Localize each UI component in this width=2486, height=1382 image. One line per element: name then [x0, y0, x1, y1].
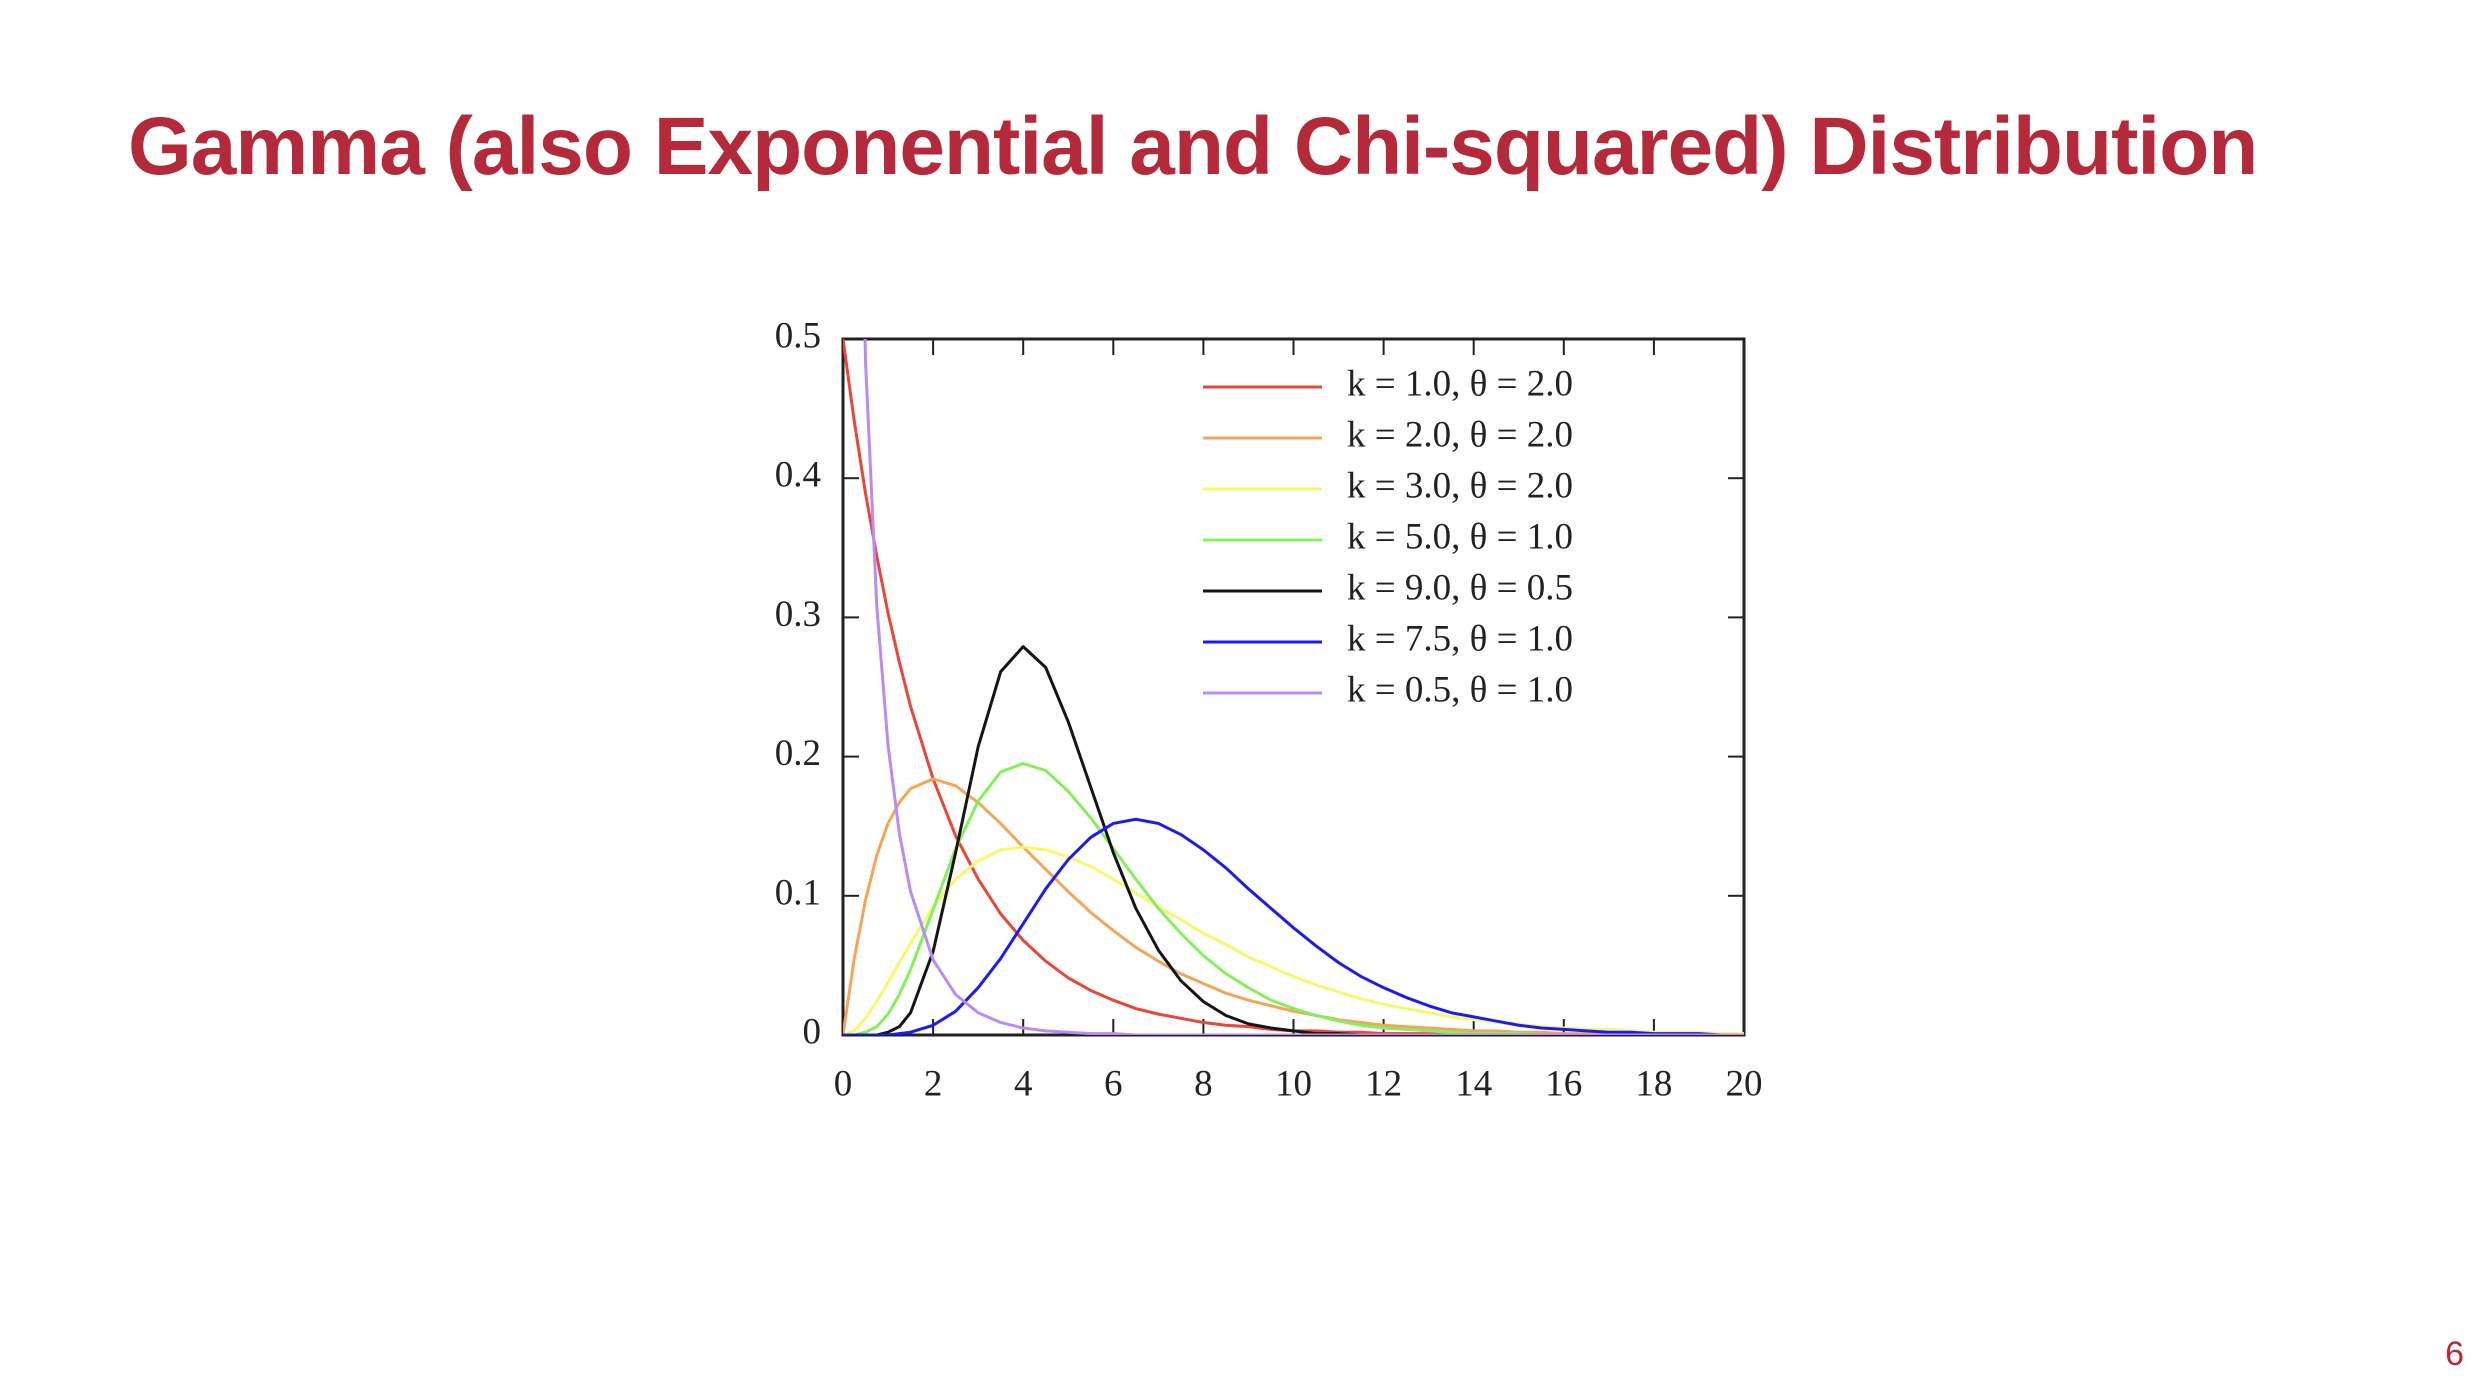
x-tick-label: 0 — [834, 1063, 853, 1104]
plot-frame — [841, 337, 1746, 1037]
x-tick-label: 4 — [1014, 1063, 1033, 1104]
legend-label: k = 1.0, θ = 2.0 — [1347, 363, 1573, 404]
page-number: 6 — [2445, 1335, 2464, 1373]
x-tick-label: 2 — [924, 1063, 943, 1104]
series-line — [843, 845, 1744, 1035]
x-tick-label: 16 — [1545, 1063, 1582, 1104]
plot-area — [843, 339, 1744, 1035]
legend-label: k = 0.5, θ = 1.0 — [1347, 669, 1573, 710]
y-tick-label: 0.3 — [775, 594, 821, 635]
slide-title: Gamma (also Exponential and Chi-squared)… — [128, 101, 2258, 192]
x-tick-label: 20 — [1726, 1063, 1763, 1104]
y-tick-label: 0.2 — [775, 733, 821, 774]
series-line — [863, 339, 1744, 1035]
x-tick-label: 12 — [1365, 1063, 1402, 1104]
x-tick-label: 8 — [1194, 1063, 1213, 1104]
series-line — [843, 339, 1744, 1035]
series-line — [843, 762, 1744, 1035]
legend-label: k = 9.0, θ = 0.5 — [1347, 567, 1573, 608]
x-tick-label: 14 — [1455, 1063, 1492, 1104]
y-tick-label: 0.4 — [775, 455, 821, 496]
x-tick-label: 6 — [1104, 1063, 1123, 1104]
legend-label: k = 5.0, θ = 1.0 — [1347, 516, 1573, 557]
series-line — [843, 817, 1744, 1035]
legend-label: k = 3.0, θ = 2.0 — [1347, 465, 1573, 506]
y-tick-label: 0.1 — [775, 872, 821, 913]
legend-label: k = 2.0, θ = 2.0 — [1347, 414, 1573, 455]
legend-label: k = 7.5, θ = 1.0 — [1347, 618, 1573, 659]
y-tick-label: 0 — [803, 1011, 822, 1052]
series-line — [843, 777, 1744, 1035]
x-tick-label: 18 — [1635, 1063, 1672, 1104]
x-tick-label: 10 — [1275, 1063, 1312, 1104]
y-tick-label: 0.5 — [775, 315, 821, 356]
series-line — [843, 645, 1744, 1035]
